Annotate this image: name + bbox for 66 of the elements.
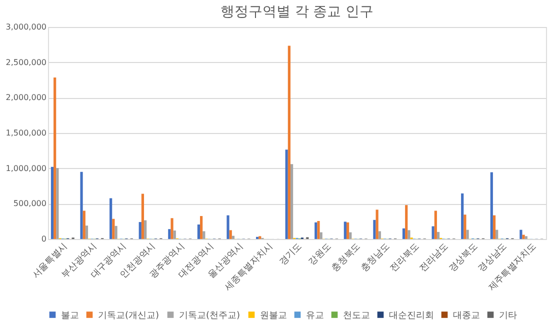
- bar: [173, 230, 176, 239]
- bar: [346, 222, 350, 239]
- bar: [197, 224, 200, 239]
- bar: [434, 210, 437, 239]
- bar: [138, 222, 142, 239]
- legend-label: 기독교(천주교): [179, 310, 240, 321]
- y-tick-label: 2,000,000: [6, 93, 46, 102]
- legend-label: 기타: [499, 310, 517, 321]
- legend-label: 불교: [61, 310, 79, 321]
- y-tick-label: 0: [41, 234, 46, 244]
- bar: [490, 172, 493, 239]
- bar: [200, 216, 203, 239]
- y-tick-label: 1,500,000: [6, 128, 46, 138]
- bar: [144, 220, 147, 239]
- bar: [408, 230, 410, 239]
- legend-label: 대종교: [453, 310, 480, 321]
- chart-title: 행정구역별 각 종교 인구: [220, 4, 374, 20]
- bar: [436, 232, 440, 239]
- bar: [141, 194, 144, 239]
- bar: [344, 222, 346, 239]
- legend-label: 기독교(개신교): [98, 310, 160, 321]
- bar: [522, 234, 525, 239]
- bar: [464, 214, 466, 239]
- legend-label: 천도교: [343, 310, 370, 321]
- y-tick-label: 1,000,000: [6, 164, 46, 173]
- bar: [524, 236, 528, 239]
- y-tick-label: 2,500,000: [6, 58, 46, 67]
- bar: [229, 230, 232, 239]
- bar: [290, 164, 294, 239]
- bar: [258, 236, 262, 239]
- bar: [466, 230, 469, 239]
- y-tick-label: 3,000,000: [6, 22, 46, 32]
- bar: [50, 166, 54, 239]
- bar: [80, 172, 83, 239]
- bar: [288, 46, 290, 239]
- bar: [202, 231, 206, 239]
- bar: [168, 229, 171, 239]
- bar: [405, 205, 408, 239]
- bar: [112, 218, 115, 239]
- bar: [54, 78, 56, 239]
- bar: [402, 228, 406, 239]
- bar: [376, 210, 378, 239]
- bar: [373, 220, 376, 239]
- bar: [496, 230, 498, 239]
- bar: [461, 193, 464, 239]
- bar: [378, 231, 381, 239]
- bar: [170, 218, 174, 239]
- bar: [110, 198, 112, 239]
- bar: [232, 236, 235, 239]
- bar: [285, 150, 288, 239]
- legend-label: 유교: [306, 310, 324, 321]
- bar: [432, 226, 434, 239]
- y-tick-label: 500,000: [13, 199, 46, 208]
- bar: [114, 226, 118, 239]
- bar: [520, 230, 522, 239]
- bar: [85, 226, 88, 239]
- bar: [314, 222, 318, 239]
- bar: [82, 210, 86, 239]
- bar: [492, 215, 496, 239]
- legend-label: 대순진리회: [389, 310, 434, 321]
- bar: [320, 232, 322, 239]
- bar: [56, 168, 59, 239]
- bar: [349, 232, 352, 239]
- bar: [226, 215, 230, 239]
- bar: [317, 220, 320, 239]
- legend-label: 원불교: [260, 310, 287, 321]
